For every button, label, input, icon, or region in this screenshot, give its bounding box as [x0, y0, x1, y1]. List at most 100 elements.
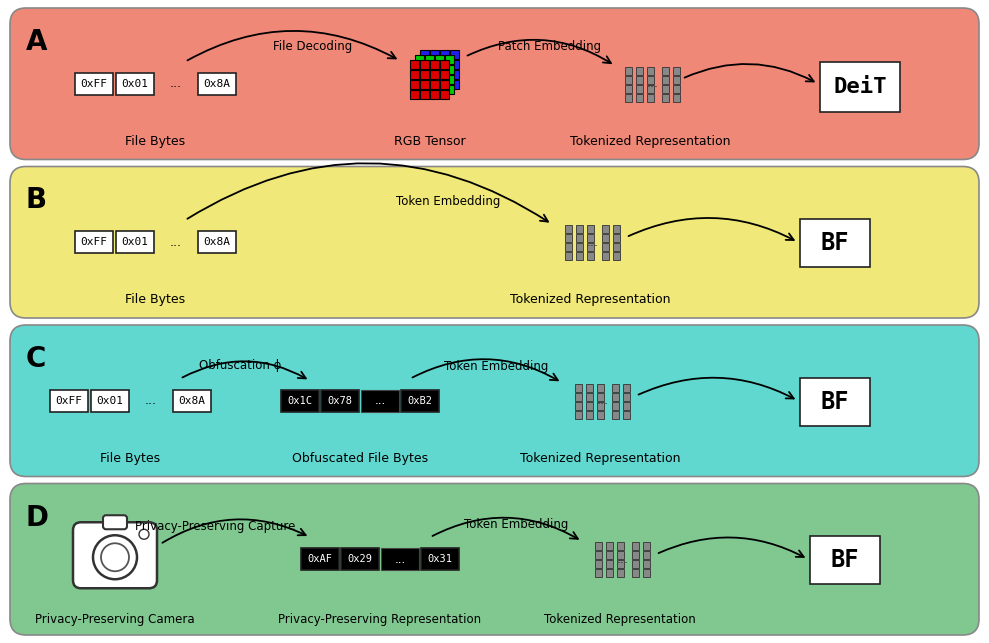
Bar: [585, 384, 592, 392]
Text: Tokenized Representation: Tokenized Representation: [570, 135, 730, 148]
Bar: [624, 94, 632, 102]
Bar: [565, 225, 572, 233]
Bar: [410, 60, 419, 69]
Bar: [596, 393, 603, 401]
Bar: [450, 50, 459, 59]
FancyBboxPatch shape: [10, 484, 979, 635]
Bar: [616, 551, 623, 559]
Bar: [575, 411, 582, 419]
Text: 0x29: 0x29: [347, 554, 373, 565]
FancyBboxPatch shape: [116, 73, 153, 95]
Bar: [430, 60, 439, 69]
FancyBboxPatch shape: [91, 390, 129, 412]
Bar: [616, 560, 623, 568]
Bar: [596, 411, 603, 419]
Bar: [643, 551, 650, 559]
Text: Privacy-Preserving Capture: Privacy-Preserving Capture: [135, 520, 295, 533]
Bar: [586, 225, 593, 233]
Text: 0xFF: 0xFF: [80, 237, 107, 248]
Bar: [643, 569, 650, 577]
Bar: [586, 243, 593, 251]
FancyBboxPatch shape: [301, 548, 339, 570]
Bar: [440, 69, 449, 78]
Text: Token Embedding: Token Embedding: [397, 195, 500, 208]
Text: ...: ...: [375, 394, 386, 407]
Bar: [601, 252, 608, 260]
Bar: [430, 69, 439, 78]
Text: Obfuscated File Bytes: Obfuscated File Bytes: [292, 452, 428, 465]
Text: File Bytes: File Bytes: [100, 452, 160, 465]
Bar: [624, 85, 632, 93]
Text: C: C: [26, 345, 46, 373]
FancyBboxPatch shape: [800, 377, 870, 426]
Text: Token Embedding: Token Embedding: [444, 359, 548, 373]
Text: File Bytes: File Bytes: [125, 293, 185, 307]
Bar: [420, 60, 429, 69]
Text: Token Embedding: Token Embedding: [464, 518, 569, 531]
Bar: [435, 85, 444, 94]
FancyBboxPatch shape: [10, 325, 979, 476]
Bar: [361, 390, 399, 412]
Text: 0x8A: 0x8A: [203, 237, 230, 248]
FancyBboxPatch shape: [10, 8, 979, 159]
Text: Privacy-Preserving Representation: Privacy-Preserving Representation: [279, 613, 482, 626]
Bar: [420, 50, 429, 59]
Bar: [624, 67, 632, 75]
Bar: [410, 80, 419, 89]
Bar: [612, 243, 619, 251]
Bar: [643, 560, 650, 568]
Bar: [616, 542, 623, 550]
Bar: [420, 80, 429, 89]
Bar: [425, 85, 434, 94]
FancyBboxPatch shape: [10, 167, 979, 318]
FancyArrowPatch shape: [188, 31, 396, 60]
Bar: [616, 569, 623, 577]
Bar: [594, 569, 601, 577]
Bar: [440, 60, 449, 69]
FancyBboxPatch shape: [74, 73, 113, 95]
Bar: [585, 393, 592, 401]
Text: RGB Tensor: RGB Tensor: [395, 135, 466, 148]
Bar: [410, 69, 419, 78]
Bar: [596, 384, 603, 392]
Text: BF: BF: [821, 390, 850, 413]
FancyArrowPatch shape: [182, 361, 306, 378]
Bar: [624, 76, 632, 84]
Text: 0x01: 0x01: [96, 395, 123, 406]
Bar: [576, 243, 583, 251]
Bar: [565, 243, 572, 251]
Text: File Decoding: File Decoding: [273, 41, 352, 53]
FancyBboxPatch shape: [103, 515, 127, 529]
Bar: [575, 402, 582, 410]
FancyBboxPatch shape: [49, 390, 87, 412]
Text: Tokenized Representation: Tokenized Representation: [520, 452, 680, 465]
Bar: [425, 75, 434, 84]
Bar: [673, 67, 679, 75]
Bar: [435, 75, 444, 84]
FancyArrowPatch shape: [412, 359, 558, 381]
Text: 0x1C: 0x1C: [288, 395, 313, 406]
Text: 0x01: 0x01: [121, 237, 148, 248]
FancyArrowPatch shape: [684, 64, 814, 82]
Bar: [594, 551, 601, 559]
Bar: [632, 551, 639, 559]
Circle shape: [101, 543, 129, 571]
Bar: [647, 94, 654, 102]
Bar: [420, 69, 429, 78]
Bar: [662, 67, 669, 75]
FancyBboxPatch shape: [800, 219, 870, 267]
Bar: [647, 67, 654, 75]
FancyBboxPatch shape: [198, 73, 235, 95]
Text: 0x78: 0x78: [327, 395, 352, 406]
Bar: [643, 542, 650, 550]
Bar: [622, 393, 630, 401]
Bar: [594, 560, 601, 568]
Bar: [415, 55, 424, 64]
Bar: [596, 402, 603, 410]
Bar: [440, 80, 449, 89]
Bar: [647, 76, 654, 84]
Text: 0xAF: 0xAF: [308, 554, 332, 565]
Bar: [445, 75, 454, 84]
Text: ...: ...: [395, 553, 405, 566]
Bar: [420, 90, 429, 99]
